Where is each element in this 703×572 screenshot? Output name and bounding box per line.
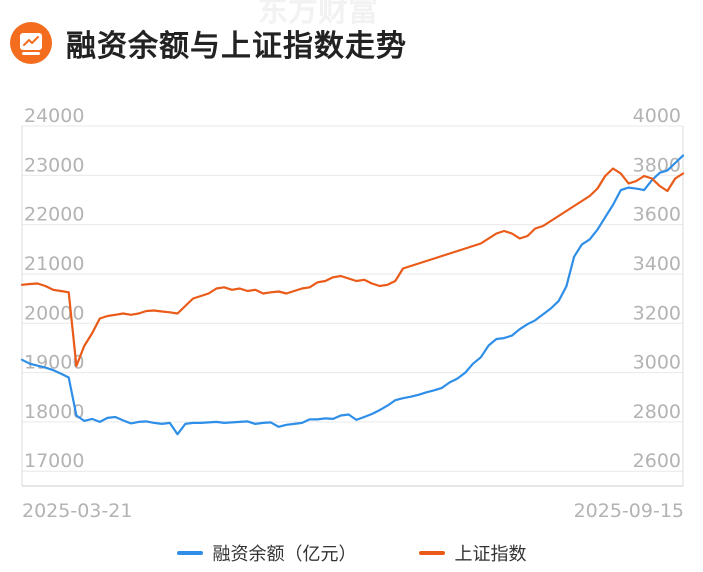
y-left-tick-label: 21000 <box>24 253 84 275</box>
chart-legend: 融资余额（亿元） 上证指数 <box>0 540 703 566</box>
y-left-tick-label: 24000 <box>24 105 84 127</box>
y-left-tick-label: 20000 <box>24 302 84 324</box>
legend-item-index[interactable]: 上证指数 <box>418 540 527 566</box>
y-left-tick-label: 22000 <box>24 204 84 226</box>
y-left-tick-label: 17000 <box>24 450 84 472</box>
y-left-tick-label: 23000 <box>24 154 84 176</box>
x-end-label: 2025-09-15 <box>574 500 684 522</box>
chart-header: 融资余额与上证指数走势 <box>10 18 407 68</box>
series-line-index <box>20 167 685 368</box>
line-chart: 24000 4000 23000 3800 22000 3600 21000 3400 2000… <box>20 105 685 522</box>
legend-swatch-financing <box>176 551 203 555</box>
y-right-tick-label: 2800 <box>633 401 681 423</box>
y-left-tick-label: 18000 <box>24 401 84 423</box>
series-line-financing <box>20 154 685 436</box>
y-right-tick-label: 3400 <box>633 253 681 275</box>
y-right-tick-label: 3800 <box>633 154 681 176</box>
y-right-tick-label: 3200 <box>633 302 681 324</box>
y-right-tick-label: 4000 <box>633 105 681 127</box>
legend-item-financing[interactable]: 融资余额（亿元） <box>176 540 357 566</box>
y-right-tick-label: 3000 <box>633 352 681 374</box>
chart-title: 融资余额与上证指数走势 <box>66 29 407 64</box>
y-left-tick-label: 19000 <box>24 352 84 374</box>
legend-label-index: 上证指数 <box>454 544 527 565</box>
legend-swatch-index <box>418 551 445 555</box>
x-start-label: 2025-03-21 <box>22 500 132 522</box>
chart-monitor-icon <box>10 22 52 64</box>
y-right-tick-label: 3600 <box>633 204 681 226</box>
legend-label-financing: 融资余额（亿元） <box>212 544 357 565</box>
y-right-tick-label: 2600 <box>633 450 681 472</box>
watermark-text: 东方财富 <box>258 0 378 29</box>
